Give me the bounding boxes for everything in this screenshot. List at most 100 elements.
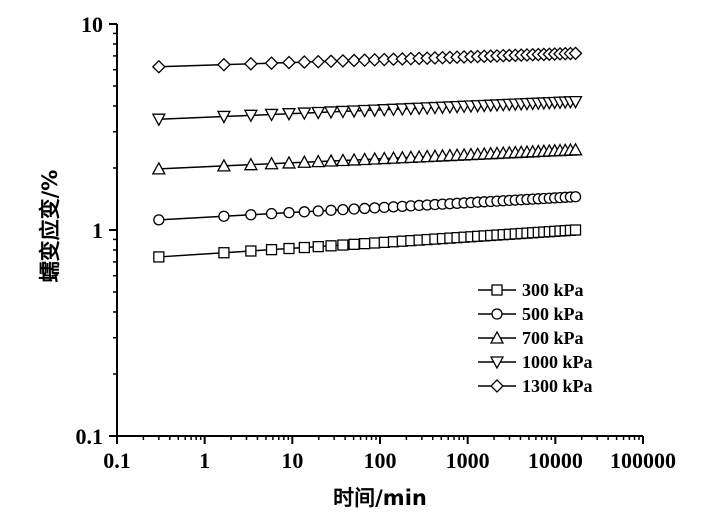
data-point	[264, 56, 279, 71]
data-point	[377, 104, 392, 118]
data-point	[335, 105, 350, 119]
x-tick-label: 10000	[528, 448, 583, 473]
x-tick-label: 100000	[610, 448, 676, 473]
data-point	[323, 106, 339, 120]
x-axis-label: 时间/min	[333, 486, 427, 510]
legend-marker	[491, 308, 503, 320]
data-point	[369, 237, 381, 249]
data-point	[357, 152, 372, 166]
data-point	[325, 240, 337, 252]
legend-marker	[489, 356, 505, 370]
legend-marker	[489, 330, 505, 344]
legend-item: 700 kPa	[478, 328, 584, 348]
data-point	[568, 95, 583, 109]
legend-item: 1000 kPa	[478, 352, 593, 372]
y-axis-ticks: 0.1 1 10	[76, 12, 117, 449]
data-point	[325, 204, 337, 216]
legend: 300 kPa 500 kPa 700 kPa 1000 kPa 1300 kPa	[478, 280, 593, 396]
data-point	[357, 53, 372, 68]
data-point	[395, 150, 410, 164]
data-point	[335, 153, 350, 167]
data-point	[216, 110, 232, 124]
y-tick-label: 1	[92, 218, 103, 243]
data-point	[386, 150, 401, 164]
data-point	[323, 153, 339, 167]
x-tick-label: 0.1	[103, 448, 131, 473]
data-point	[403, 102, 418, 116]
data-point	[569, 191, 582, 203]
data-point	[265, 207, 278, 220]
data-point	[264, 156, 279, 170]
x-tick-label: 1	[199, 448, 210, 473]
data-point	[283, 206, 295, 219]
data-point	[311, 54, 326, 69]
data-point	[324, 54, 338, 69]
data-point	[245, 209, 257, 221]
legend-item: 300 kPa	[478, 280, 584, 300]
series-500-kpa	[153, 191, 582, 226]
x-tick-label: 100	[364, 448, 397, 473]
legend-marker	[490, 379, 504, 393]
series-1300-kpa	[151, 46, 583, 74]
data-point	[312, 240, 324, 253]
data-point	[153, 251, 165, 263]
data-point	[281, 155, 297, 169]
data-point	[297, 55, 312, 70]
legend-label: 300 kPa	[522, 280, 584, 300]
legend-label: 700 kPa	[522, 328, 584, 348]
data-point	[337, 204, 349, 216]
x-axis-ticks: 0.1 1 10 100 1000 10000 100000	[103, 436, 676, 473]
data-point	[378, 201, 390, 214]
data-point	[264, 108, 279, 122]
data-point	[357, 104, 372, 118]
data-series	[151, 46, 583, 263]
series-700-kpa	[151, 142, 583, 175]
data-point	[298, 206, 310, 218]
data-point	[151, 161, 166, 175]
legend-marker	[491, 284, 503, 296]
data-point	[151, 59, 166, 74]
y-tick-label: 0.1	[76, 424, 104, 449]
data-point	[386, 103, 401, 117]
data-point	[377, 151, 392, 165]
data-point	[358, 202, 371, 215]
data-point	[367, 52, 382, 67]
data-point	[216, 57, 231, 72]
data-point	[243, 157, 258, 171]
data-point	[283, 242, 295, 255]
y-axis-label: 蠕变应变/%	[38, 170, 62, 283]
data-point	[568, 142, 583, 156]
data-point	[335, 53, 350, 68]
data-point	[346, 152, 362, 166]
data-point	[243, 56, 258, 71]
data-point	[218, 210, 230, 222]
data-point	[337, 239, 349, 251]
data-point	[297, 107, 312, 121]
data-point	[282, 55, 296, 70]
x-tick-label: 1000	[446, 448, 490, 473]
data-point	[358, 237, 371, 250]
data-point	[378, 236, 390, 249]
data-point	[265, 244, 278, 256]
data-point	[311, 154, 326, 168]
data-point	[568, 46, 583, 61]
data-point	[153, 214, 165, 226]
data-point	[369, 202, 381, 214]
data-point	[297, 154, 312, 168]
data-point	[218, 247, 230, 259]
legend-item: 500 kPa	[478, 304, 584, 324]
data-point	[243, 109, 258, 123]
data-point	[151, 113, 166, 127]
data-point	[298, 241, 310, 254]
series-1000-kpa	[151, 95, 583, 127]
data-point	[367, 151, 382, 165]
legend-label: 1000 kPa	[522, 352, 593, 372]
legend-label: 1300 kPa	[522, 376, 593, 396]
data-point	[311, 106, 326, 120]
data-point	[367, 104, 382, 118]
data-point	[395, 103, 410, 117]
x-tick-label: 10	[281, 448, 303, 473]
data-point	[569, 224, 582, 236]
data-point	[216, 158, 232, 172]
